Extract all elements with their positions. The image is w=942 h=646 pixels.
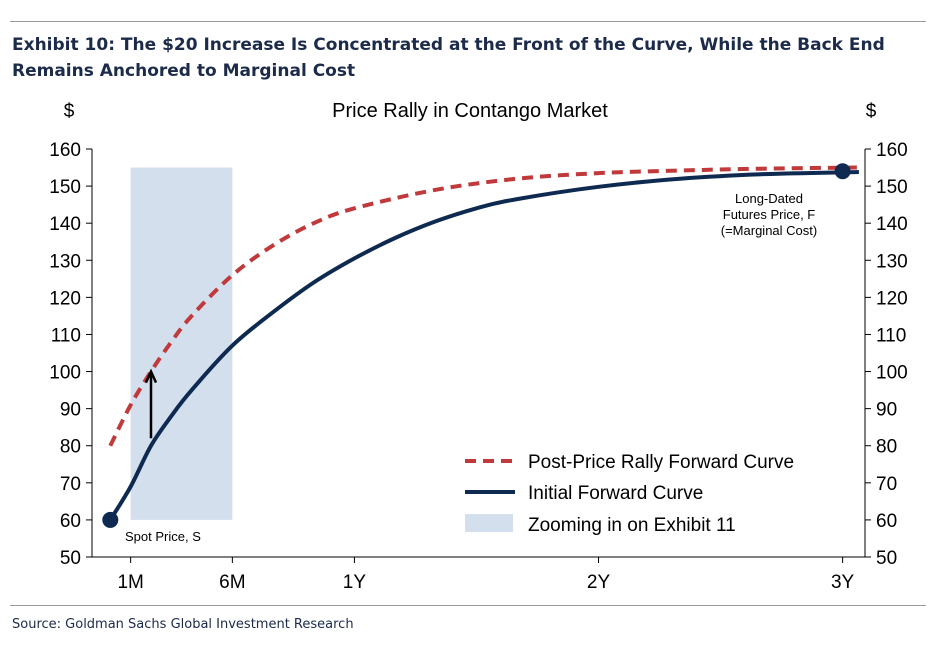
- y-tick-label-right: 150: [876, 177, 908, 198]
- y-tick-label-right: 120: [876, 288, 908, 309]
- rally-arrow-head: [144, 368, 158, 384]
- shaded-region: [130, 167, 233, 520]
- spot-price-label: Spot Price, S: [125, 529, 201, 544]
- y-tick-label-right: 100: [876, 363, 908, 384]
- y-tick-label-left: 150: [49, 177, 81, 198]
- spot-price-marker: [102, 511, 119, 528]
- chart: 50 50 60 60 70 70 80 80 90 90 100 100 110 110 120 120 13…: [49, 100, 907, 593]
- x-tick-label: 1Y: [343, 572, 367, 593]
- y-tick-label-right: 80: [876, 437, 897, 458]
- source-note: Source: Goldman Sachs Global Investment …: [12, 617, 354, 632]
- markers-layer: [102, 163, 851, 528]
- top-rule: [10, 21, 926, 22]
- y-tick-label-left: 160: [49, 140, 81, 161]
- legend-label-post-rally: Post-Price Rally Forward Curve: [528, 452, 794, 473]
- legend-label-zoom: Zooming in on Exhibit 11: [528, 515, 736, 536]
- x-tick-label: 1M: [117, 572, 143, 593]
- series-post-rally-line: [108, 165, 859, 447]
- y-tick-label-right: 110: [876, 325, 906, 346]
- y-tick-label-left: 60: [60, 511, 81, 532]
- y-tick-label-left: 100: [49, 363, 81, 384]
- y-tick-label-right: 130: [876, 251, 908, 272]
- series-layer: [108, 165, 859, 521]
- y-tick-label-left: 110: [51, 325, 81, 346]
- legend-swatch-zoom: [465, 514, 513, 532]
- legend-label-initial: Initial Forward Curve: [528, 483, 703, 504]
- y-tick-label-right: 60: [876, 511, 897, 532]
- long-dated-label-line-3: (=Marginal Cost): [721, 223, 817, 238]
- exhibit-title: Exhibit 10: The $20 Increase Is Concentr…: [12, 35, 885, 81]
- y-tick-label-left: 50: [60, 548, 81, 569]
- y-tick-label-left: 80: [60, 437, 81, 458]
- y-tick-label-right: 50: [876, 548, 897, 569]
- x-tick-label: 6M: [219, 572, 245, 593]
- y-tick-label-right: 90: [876, 400, 897, 421]
- x-tick-label: 2Y: [587, 572, 611, 593]
- y-tick-label-left: 70: [60, 474, 81, 495]
- series-initial-line: [108, 170, 859, 521]
- bottom-rule: [10, 605, 926, 606]
- y-axis-label-right: $: [866, 101, 877, 122]
- y-tick-label-left: 140: [49, 214, 81, 235]
- y-tick-label-right: 70: [876, 474, 897, 495]
- y-tick-label-left: 90: [60, 400, 81, 421]
- y-axis-label-left: $: [64, 101, 75, 122]
- axes-layer: 50 50 60 60 70 70 80 80 90 90 100 100 110 110 120 120 13…: [49, 140, 907, 593]
- legend: Post-Price Rally Forward Curve Initial F…: [465, 452, 794, 536]
- long-dated-label-line-2: Futures Price, F: [723, 207, 816, 222]
- x-tick-label: 3Y: [831, 572, 855, 593]
- y-tick-label-right: 140: [876, 214, 908, 235]
- shaded-region-layer: [130, 167, 233, 520]
- long-dated-marker: [834, 163, 851, 180]
- long-dated-label-line-1: Long-Dated: [735, 191, 803, 206]
- y-tick-label-right: 160: [876, 140, 908, 161]
- y-tick-label-left: 120: [49, 288, 81, 309]
- y-tick-label-left: 130: [49, 251, 81, 272]
- chart-title: Price Rally in Contango Market: [332, 100, 608, 122]
